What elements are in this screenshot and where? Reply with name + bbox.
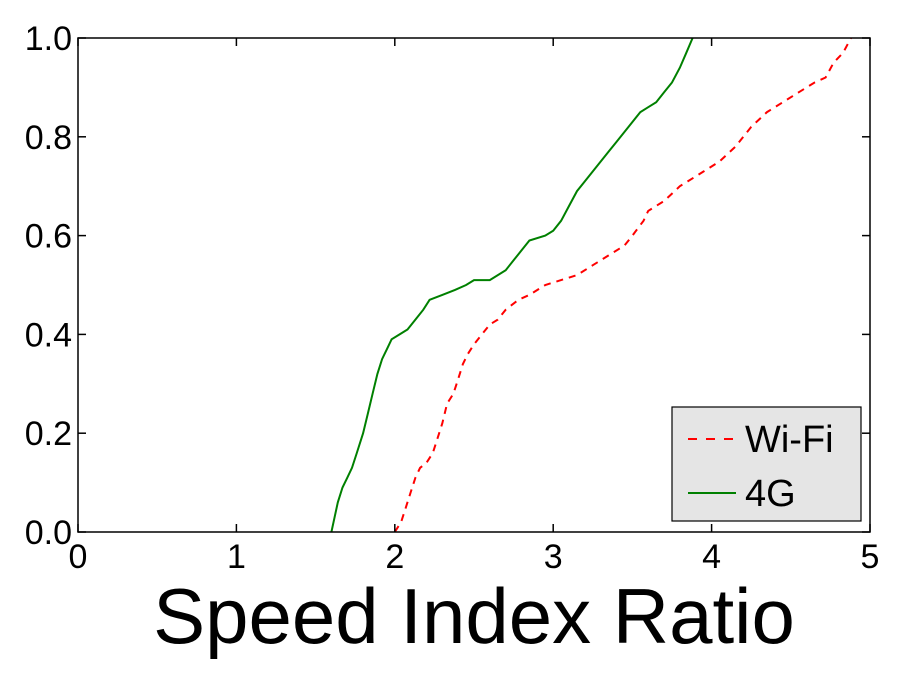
y-tick-label: 0.4 — [25, 316, 72, 354]
legend-label-4g: 4G — [745, 473, 796, 515]
x-tick-label: 2 — [385, 538, 404, 576]
y-tick-label: 0.6 — [25, 218, 72, 256]
x-tick-label: 1 — [227, 538, 246, 576]
x-axis: 0 1 2 3 4 5 — [69, 38, 880, 576]
x-tick-label: 0 — [69, 538, 88, 576]
series-line-wi-fi — [393, 37, 852, 533]
y-tick-label: 0.8 — [25, 119, 72, 157]
x-tick-label: 4 — [702, 538, 721, 576]
series-layer — [330, 37, 852, 533]
y-tick-label: 0.0 — [25, 514, 72, 552]
x-axis-title: Speed Index Ratio — [153, 572, 795, 660]
y-tick-label: 0.2 — [25, 415, 72, 453]
legend-label-wifi: Wi-Fi — [745, 419, 834, 461]
series-line-4g — [330, 37, 694, 533]
y-axis: 0.0 0.2 0.4 0.6 0.8 1.0 — [25, 20, 870, 552]
x-tick-label: 5 — [861, 538, 880, 576]
plot-frame — [77, 37, 871, 533]
legend-box — [671, 406, 862, 522]
y-tick-label: 1.0 — [25, 20, 72, 58]
legend: Wi-Fi 4G — [671, 406, 862, 522]
x-tick-label: 3 — [544, 538, 563, 576]
